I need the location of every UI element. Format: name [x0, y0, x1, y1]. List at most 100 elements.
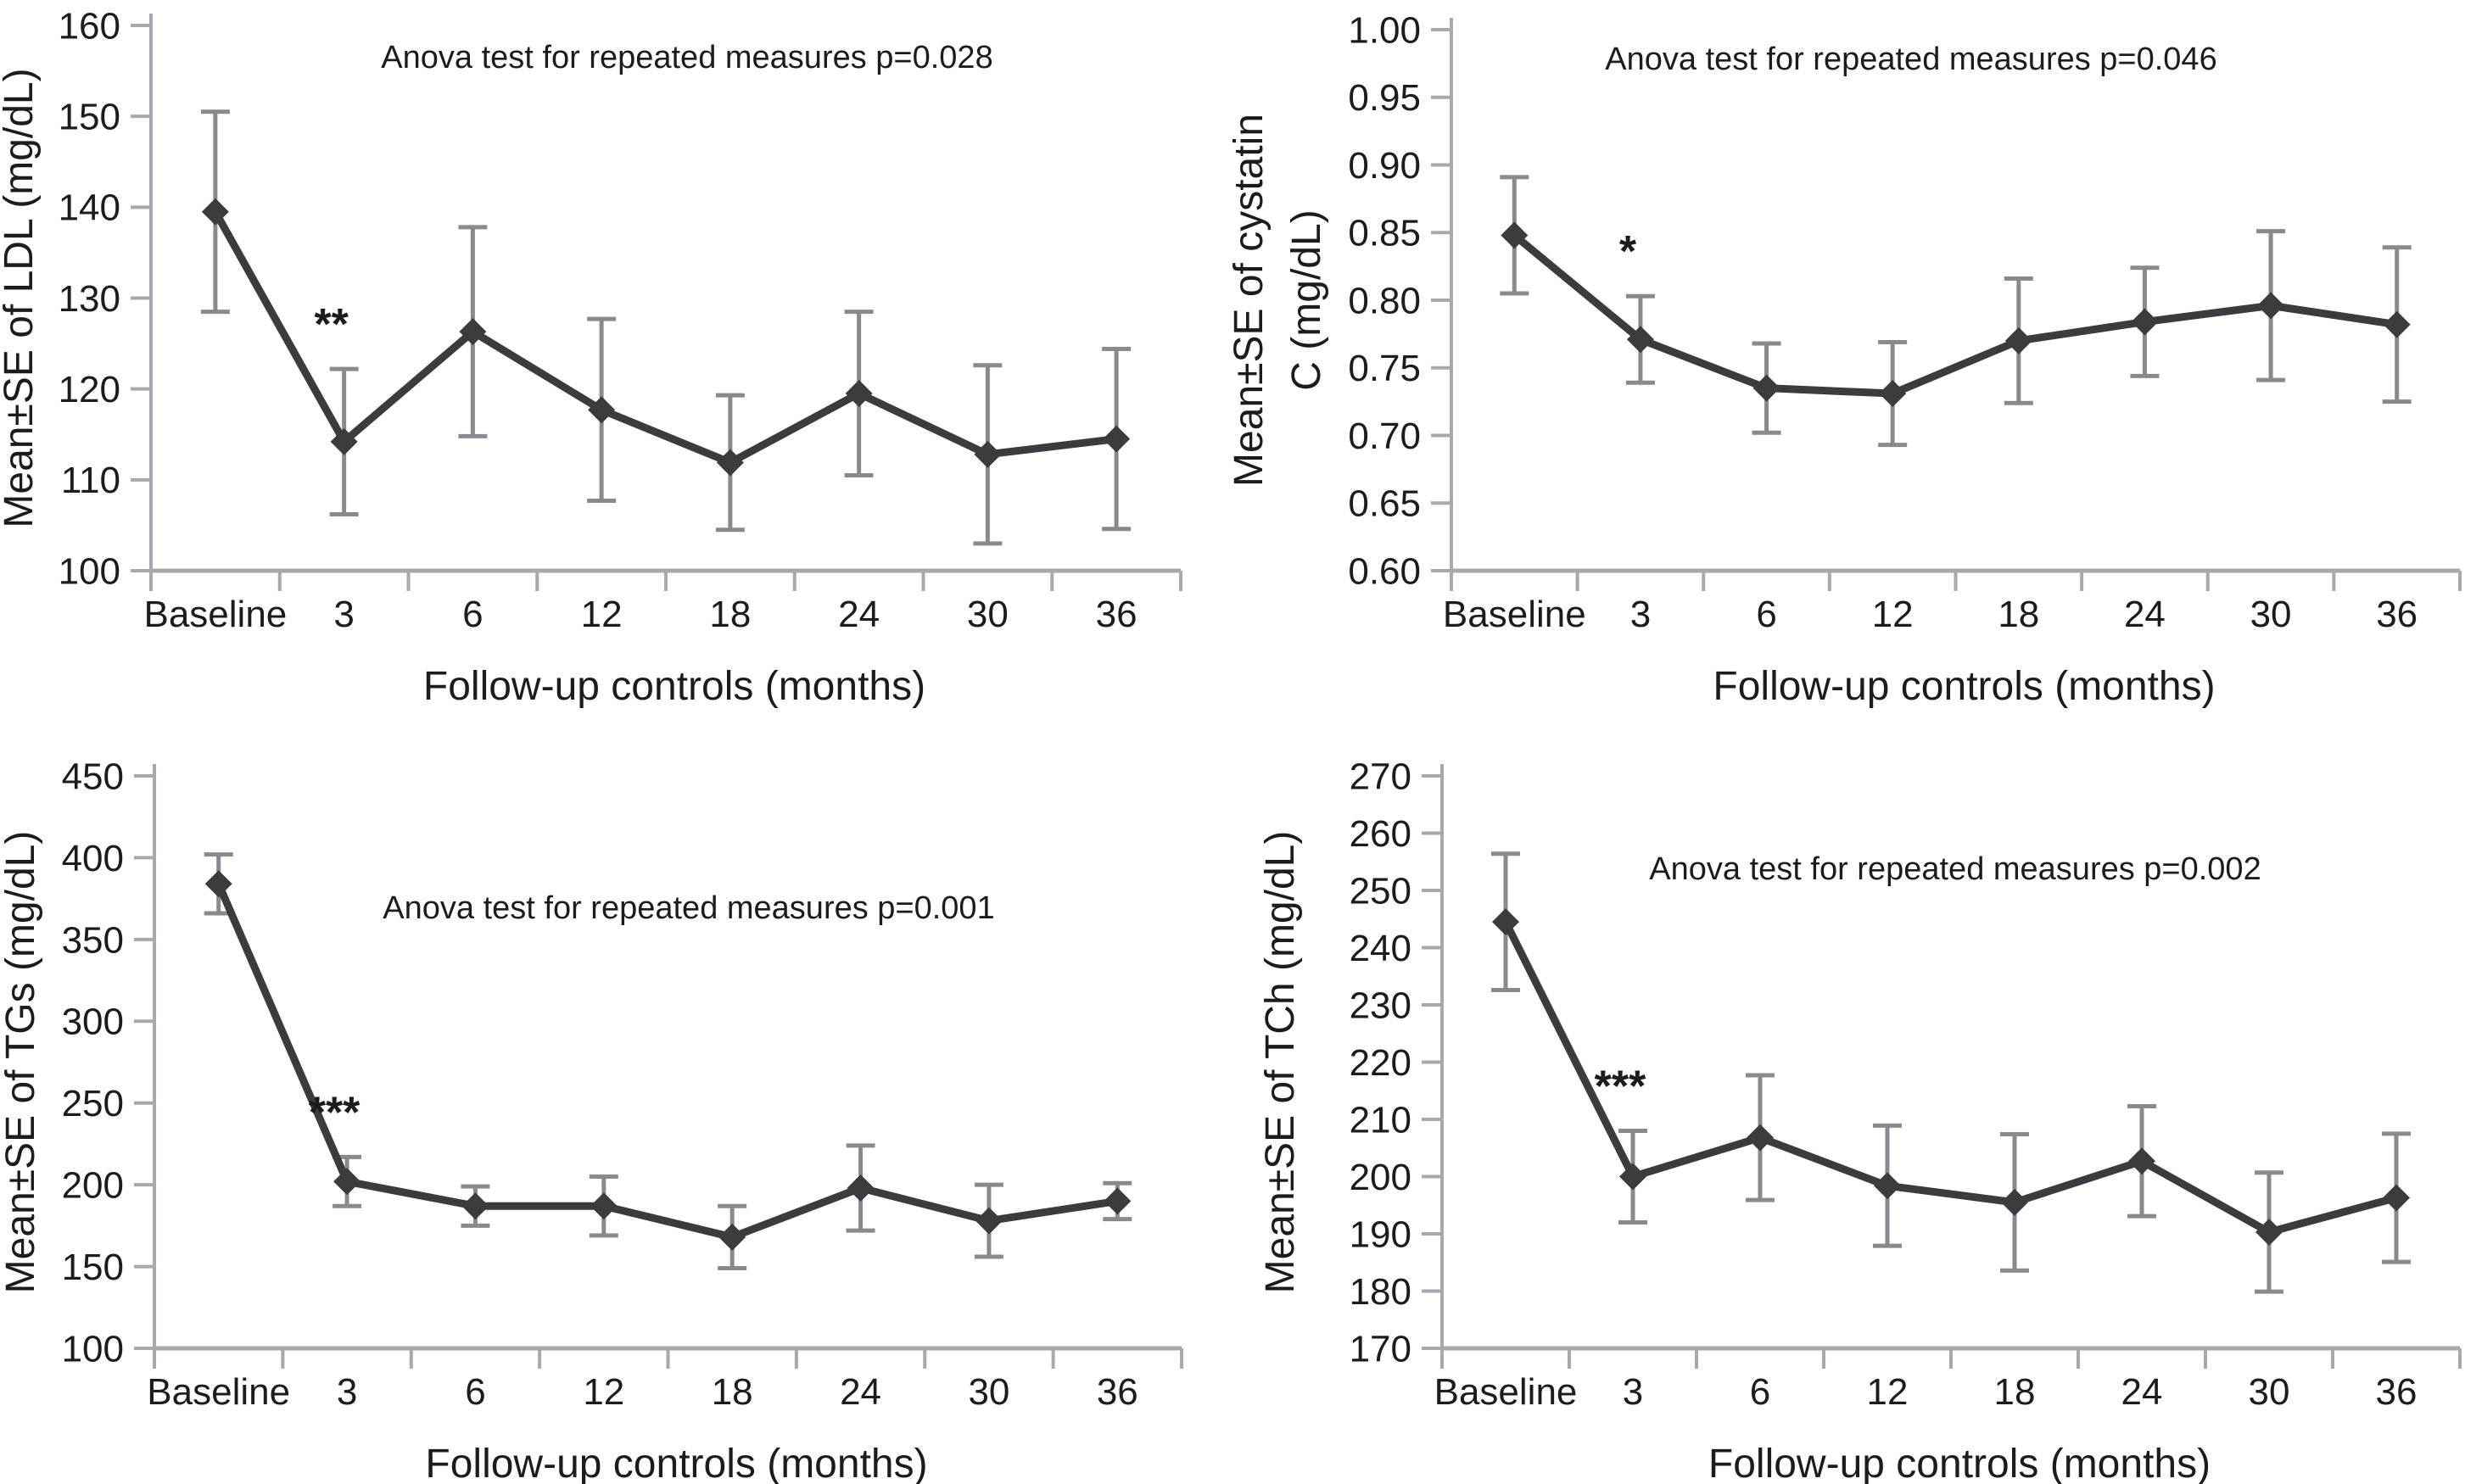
y-tick-label: 140 [59, 187, 120, 229]
chart-cystatin-c: 0.60 0.65 0.70 0.75 0.80 0.85 0.90 0.95 1.00 Base… [1232, 9, 2462, 709]
y-tick-label: 200 [62, 1165, 124, 1207]
data-point-marker [718, 1223, 746, 1251]
data-point-marker [1752, 374, 1780, 402]
data-point-marker [590, 1192, 618, 1220]
x-tick-label: Baseline [1434, 1371, 1578, 1413]
y-tick-label: 210 [1350, 1099, 1411, 1141]
x-tick-label: 30 [2249, 1371, 2290, 1413]
series-line [211, 208, 1121, 466]
x-tick-label: 3 [1623, 1371, 1643, 1413]
data-point-marker [461, 1192, 489, 1220]
data-point-marker [201, 198, 229, 226]
x-axis-title: Follow-up controls (months) [1713, 664, 2215, 709]
y-tick-label: 190 [1350, 1213, 1411, 1255]
x-tick-label: 3 [1630, 594, 1651, 635]
y-tick-label: 260 [1350, 813, 1411, 855]
x-tick-label: 12 [1872, 594, 1914, 635]
anova-annotation: Anova test for repeated measures p=0.002 [1649, 851, 2261, 887]
y-tick-label: 0.75 [1348, 348, 1421, 389]
x-tick-label: 6 [1756, 594, 1776, 635]
significance-label: ** [314, 300, 349, 349]
y-tick-label: 110 [61, 460, 120, 501]
data-point-marker [847, 1174, 875, 1202]
x-tick-label: 24 [840, 1371, 881, 1413]
data-point-marker [1103, 425, 1131, 453]
y-tick-label: 160 [59, 5, 120, 47]
y-tick-label: 0.90 [1348, 145, 1421, 187]
anova-annotation: Anova test for repeated measures p=0.028 [381, 40, 992, 75]
x-tick-label: 18 [1998, 594, 2039, 635]
x-tick-label: 24 [2121, 1371, 2163, 1413]
data-point-marker [2383, 310, 2411, 338]
x-tick-label: 12 [1867, 1371, 1909, 1413]
x-tick-label: 36 [1096, 594, 1137, 635]
data-point-marker [588, 396, 616, 424]
x-tick-label: Baseline [143, 594, 287, 635]
data-point-marker [845, 380, 873, 408]
y-tick-label: 240 [1350, 928, 1411, 969]
y-tick-label: 220 [1350, 1042, 1411, 1084]
data-point-marker [204, 870, 232, 898]
data-point-marker [1619, 1163, 1646, 1191]
data-point-marker [1747, 1124, 1774, 1152]
x-axis-title: Follow-up controls (months) [425, 1442, 927, 1484]
y-axis-title: Mean±SE of TGs (mg/dL) [0, 831, 43, 1294]
y-axis-title: Mean±SE of LDL (mg/dL) [0, 68, 42, 527]
x-tick-label: 12 [581, 594, 623, 635]
significance-label: *** [1595, 1063, 1646, 1112]
y-tick-label: 0.85 [1348, 213, 1421, 254]
data-points [201, 198, 1131, 477]
x-tick-label: 24 [2124, 594, 2166, 635]
y-tick-label: 180 [1350, 1271, 1411, 1313]
y-tick-label: 230 [1350, 985, 1411, 1026]
x-tick-label: 36 [2376, 1371, 2417, 1413]
data-point-marker [333, 1168, 361, 1196]
y-tick-label: 270 [1350, 756, 1411, 797]
series-line [1510, 231, 2401, 398]
data-point-marker [2128, 1147, 2155, 1175]
y-tick-label: 0.95 [1348, 77, 1421, 119]
data-point-marker [1492, 908, 1519, 936]
significance-label: * [1619, 227, 1637, 276]
data-point-marker [2257, 292, 2285, 320]
x-tick-label: 24 [838, 594, 880, 635]
data-point-marker [2383, 1184, 2410, 1212]
data-point-marker [459, 318, 487, 346]
x-tick-label: 3 [337, 1371, 357, 1413]
y-tick-label: 400 [62, 838, 124, 879]
data-point-marker [975, 1207, 1003, 1235]
x-tick-label: Baseline [147, 1371, 290, 1413]
data-point-marker [1104, 1187, 1132, 1215]
data-point-marker [716, 449, 744, 477]
x-tick-label: 36 [1097, 1371, 1138, 1413]
y-tick-label: 130 [59, 278, 120, 320]
y-tick-label: 0.70 [1348, 416, 1421, 457]
data-point-marker [1626, 326, 1654, 354]
y-tick-label: 120 [59, 369, 120, 410]
data-point-marker [2001, 1188, 2028, 1216]
y-tick-label: 100 [59, 550, 120, 592]
x-tick-label: Baseline [1443, 594, 1586, 635]
x-axis-title: Follow-up controls (months) [423, 664, 925, 709]
x-axis-title: Follow-up controls (months) [1708, 1442, 2211, 1484]
series-line [1501, 918, 2401, 1236]
y-tick-label: 0.80 [1348, 280, 1421, 321]
x-tick-label: 30 [968, 1371, 1009, 1413]
y-tick-label: 250 [62, 1083, 124, 1124]
y-tick-label: 100 [62, 1328, 124, 1370]
x-tick-label: 30 [2250, 594, 2292, 635]
y-tick-label: 1.00 [1348, 9, 1421, 51]
significance-label: *** [309, 1088, 361, 1137]
data-point-marker [2255, 1218, 2283, 1246]
anova-annotation: Anova test for repeated measures p=0.001 [383, 890, 994, 926]
data-points [204, 870, 1132, 1251]
series-line [215, 879, 1121, 1241]
y-axis-title: Mean±SE of cystatin [1232, 114, 1272, 487]
data-point-marker [1879, 380, 1907, 408]
data-point-marker [330, 427, 358, 455]
data-point-marker [1501, 221, 1529, 249]
y-tick-label: 350 [62, 919, 124, 961]
x-tick-label: 18 [712, 1371, 753, 1413]
